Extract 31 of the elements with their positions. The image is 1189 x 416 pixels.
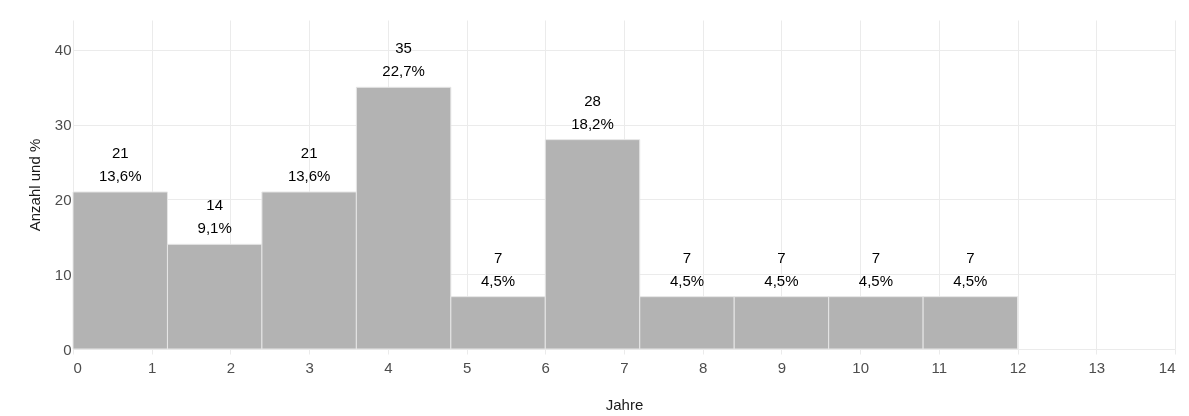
data-label: 35 22,7% (382, 39, 425, 80)
x-tick-label: 7 (620, 358, 629, 376)
y-tick-label: 10 (54, 265, 72, 283)
y-tick-label: 30 (54, 116, 72, 134)
data-label: 28 18,2% (571, 91, 614, 132)
y-tick-label: 0 (63, 340, 72, 358)
data-label: 7 4,5% (669, 248, 705, 289)
x-tick-label: 5 (462, 358, 472, 376)
x-tick-label: 13 (1088, 358, 1106, 376)
x-tick-label: 14 (1158, 358, 1176, 376)
x-tick-label: 11 (931, 358, 948, 376)
x-tick-label: 9 (777, 358, 787, 376)
x-tick-label: 4 (384, 358, 393, 376)
x-tick-label: 2 (226, 358, 236, 376)
x-tick-label: 6 (541, 358, 550, 376)
x-tick-label: 10 (852, 358, 869, 376)
x-tick-label: 3 (305, 358, 314, 376)
data-label: 21 13,6% (287, 143, 331, 184)
x-tick-label: 8 (699, 358, 708, 376)
y-tick-label: 20 (54, 190, 72, 208)
data-label: 7 4,5% (953, 248, 988, 289)
x-tick-label: 12 (1009, 358, 1027, 376)
data-label: 21 13,6% (98, 143, 142, 184)
y-axis-title: Anzahl und % (25, 138, 43, 232)
data-label: 7 4,5% (858, 248, 893, 289)
x-axis-title: Jahre (605, 395, 644, 413)
x-tick-label: 1 (148, 358, 157, 376)
data-label: 14 9,1% (197, 196, 232, 237)
y-tick-label: 40 (54, 41, 72, 59)
data-label: 7 4,5% (480, 248, 516, 289)
data-label: 7 4,5% (764, 248, 799, 289)
